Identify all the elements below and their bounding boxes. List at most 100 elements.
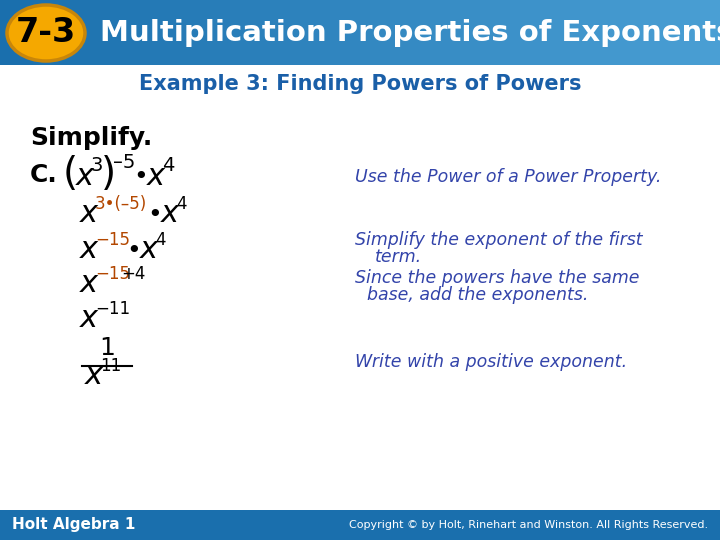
Bar bbox=[540, 0, 550, 65]
Bar bbox=[610, 0, 620, 65]
Bar bbox=[630, 0, 640, 65]
Bar bbox=[520, 0, 530, 65]
Text: +4: +4 bbox=[121, 265, 145, 283]
Bar bbox=[370, 0, 380, 65]
Bar bbox=[700, 0, 710, 65]
Bar bbox=[390, 0, 400, 65]
Text: 11: 11 bbox=[100, 357, 121, 375]
Text: •: • bbox=[133, 165, 148, 189]
Text: Holt Algebra 1: Holt Algebra 1 bbox=[12, 517, 135, 532]
Text: base, add the exponents.: base, add the exponents. bbox=[367, 286, 588, 304]
Bar bbox=[290, 0, 300, 65]
Bar bbox=[120, 0, 130, 65]
Bar bbox=[480, 0, 490, 65]
Text: −11: −11 bbox=[95, 300, 130, 318]
Bar bbox=[460, 0, 470, 65]
Bar bbox=[350, 0, 360, 65]
Bar bbox=[660, 0, 670, 65]
Bar bbox=[0, 0, 10, 65]
Bar bbox=[650, 0, 660, 65]
Bar bbox=[310, 0, 320, 65]
Bar bbox=[240, 0, 250, 65]
Bar bbox=[80, 0, 90, 65]
Bar bbox=[580, 0, 590, 65]
Bar bbox=[510, 0, 520, 65]
Bar bbox=[250, 0, 260, 65]
Bar bbox=[320, 0, 330, 65]
Text: Simplify the exponent of the first: Simplify the exponent of the first bbox=[355, 231, 643, 249]
Text: ): ) bbox=[101, 155, 116, 193]
Bar bbox=[340, 0, 350, 65]
Bar bbox=[160, 0, 170, 65]
Bar bbox=[40, 0, 50, 65]
Bar bbox=[430, 0, 440, 65]
Bar bbox=[490, 0, 500, 65]
Text: •: • bbox=[147, 203, 162, 227]
Bar bbox=[170, 0, 180, 65]
Bar bbox=[400, 0, 410, 65]
Bar bbox=[530, 0, 540, 65]
Text: 1: 1 bbox=[99, 336, 115, 360]
Bar bbox=[380, 0, 390, 65]
Text: x: x bbox=[80, 235, 98, 264]
Bar bbox=[190, 0, 200, 65]
Text: 7-3: 7-3 bbox=[16, 17, 76, 50]
Text: Since the powers have the same: Since the powers have the same bbox=[355, 269, 639, 287]
Text: x: x bbox=[85, 361, 103, 390]
Text: Example 3: Finding Powers of Powers: Example 3: Finding Powers of Powers bbox=[139, 74, 581, 94]
Bar bbox=[280, 0, 290, 65]
Bar bbox=[550, 0, 560, 65]
Bar bbox=[680, 0, 690, 65]
Text: Use the Power of a Power Property.: Use the Power of a Power Property. bbox=[355, 168, 662, 186]
Bar bbox=[410, 0, 420, 65]
Text: x: x bbox=[147, 162, 165, 191]
Bar bbox=[50, 0, 60, 65]
Bar bbox=[20, 0, 30, 65]
Text: C.: C. bbox=[30, 163, 58, 187]
Bar bbox=[180, 0, 190, 65]
Bar bbox=[360, 0, 370, 65]
Bar bbox=[420, 0, 430, 65]
Bar bbox=[230, 0, 240, 65]
Text: term.: term. bbox=[375, 248, 422, 266]
Bar bbox=[0, 510, 720, 540]
Bar bbox=[470, 0, 480, 65]
Ellipse shape bbox=[7, 5, 85, 61]
Bar bbox=[450, 0, 460, 65]
Text: 3: 3 bbox=[91, 156, 104, 175]
Text: x: x bbox=[80, 199, 98, 228]
Bar bbox=[570, 0, 580, 65]
Text: Multiplication Properties of Exponents: Multiplication Properties of Exponents bbox=[100, 19, 720, 47]
Bar bbox=[150, 0, 160, 65]
Bar bbox=[620, 0, 630, 65]
Bar bbox=[500, 0, 510, 65]
Bar bbox=[220, 0, 230, 65]
Text: x: x bbox=[161, 199, 179, 228]
Bar bbox=[10, 0, 20, 65]
Text: x: x bbox=[80, 269, 98, 298]
Bar bbox=[200, 0, 210, 65]
Text: 3•(–5): 3•(–5) bbox=[95, 195, 148, 213]
Bar bbox=[110, 0, 120, 65]
Bar bbox=[670, 0, 680, 65]
Text: Copyright © by Holt, Rinehart and Winston. All Rights Reserved.: Copyright © by Holt, Rinehart and Winsto… bbox=[349, 520, 708, 530]
Bar bbox=[560, 0, 570, 65]
Bar bbox=[60, 0, 70, 65]
Text: Simplify.: Simplify. bbox=[30, 126, 152, 150]
Text: 4: 4 bbox=[176, 195, 186, 213]
Text: −15: −15 bbox=[95, 265, 130, 283]
Text: –5: –5 bbox=[113, 153, 135, 172]
Text: (: ( bbox=[63, 155, 78, 193]
Bar bbox=[270, 0, 280, 65]
Bar bbox=[30, 0, 40, 65]
Bar bbox=[260, 0, 270, 65]
Bar bbox=[70, 0, 80, 65]
Text: x: x bbox=[76, 162, 94, 191]
Bar bbox=[130, 0, 140, 65]
Bar bbox=[300, 0, 310, 65]
Bar bbox=[140, 0, 150, 65]
Text: x: x bbox=[80, 304, 98, 333]
Text: Write with a positive exponent.: Write with a positive exponent. bbox=[355, 353, 627, 371]
Bar bbox=[590, 0, 600, 65]
Text: 4: 4 bbox=[155, 231, 166, 249]
